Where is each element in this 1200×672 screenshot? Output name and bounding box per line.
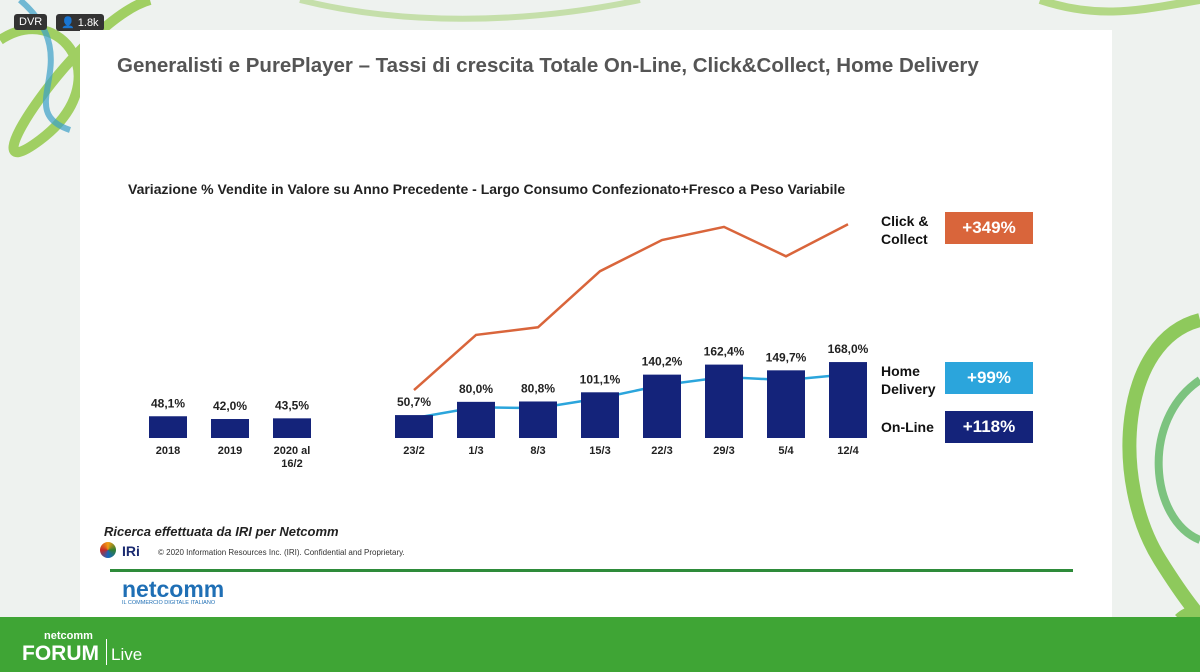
value-label: 42,0% [213,399,247,413]
legend-badge: +118% [945,411,1033,443]
value-label: 80,8% [521,381,555,395]
logo-tagline: IL COMMERCIO DIGITALE ITALIANO [122,600,216,606]
bar [519,401,557,438]
x-tick-label: 22/3 [651,445,673,457]
x-tick-label: 15/3 [589,445,611,457]
source-note: Ricerca effettuata da IRI per Netcomm [104,524,339,539]
bar [829,362,867,438]
bar [149,416,187,438]
line [413,223,849,392]
bar [211,419,249,438]
x-tick-label: 23/2 [403,445,425,457]
legend-badge: +99% [945,362,1033,394]
bar [395,415,433,438]
bar [273,418,311,438]
brand-top: netcomm [44,630,93,642]
legend-label: Home Delivery [881,363,936,397]
viewer-count: 👤 1.8k [56,14,104,31]
bar [643,374,681,438]
legend-label: Click & Collect [881,213,929,247]
x-tick-label: 2018 [155,445,181,457]
value-label: 43,5% [275,398,309,412]
slide-title: Generalisti e PurePlayer – Tassi di cres… [117,54,979,77]
dvr-badge[interactable]: DVR [14,14,48,30]
bar [767,370,805,438]
divider [110,569,1073,572]
bar [581,392,619,438]
copyright: © 2020 Information Resources Inc. (IRI).… [158,548,405,557]
iri-icon [100,542,116,558]
brand-main: FORUM [22,642,99,665]
footer-bar: netcomm FORUM Live [0,617,1200,672]
chart-title: Variazione % Vendite in Valore su Anno P… [128,181,846,197]
x-tick-label: 1/3 [468,445,484,457]
x-tick-label: 8/3 [530,445,546,457]
x-tick-label: 5/4 [778,445,794,457]
viewer-count-value: 1.8k [77,17,99,29]
iri-logo: IRi [122,543,140,559]
bar [457,401,495,438]
slide: Generalisti e PurePlayer – Tassi di cres… [80,30,1112,617]
value-label: 168,0% [828,342,869,356]
value-label: 50,7% [397,395,431,409]
value-label: 162,4% [704,345,745,359]
legend-label: On-Line [881,419,934,435]
netcomm-logo: netcomm [122,576,225,602]
legend-badge: +349% [945,212,1033,244]
brand-separator [106,639,107,665]
value-label: 101,1% [580,372,621,386]
x-tick-label: 2020 al 16/2 [273,445,311,470]
bar [705,364,743,438]
value-label: 48,1% [151,396,185,410]
value-label: 80,0% [459,382,493,396]
brand-sub: Live [111,645,143,664]
x-tick-label: 12/4 [837,445,859,457]
x-tick-label: 2019 [217,445,243,457]
value-label: 140,2% [642,355,683,369]
value-label: 149,7% [766,350,807,364]
x-tick-label: 29/3 [713,445,735,457]
